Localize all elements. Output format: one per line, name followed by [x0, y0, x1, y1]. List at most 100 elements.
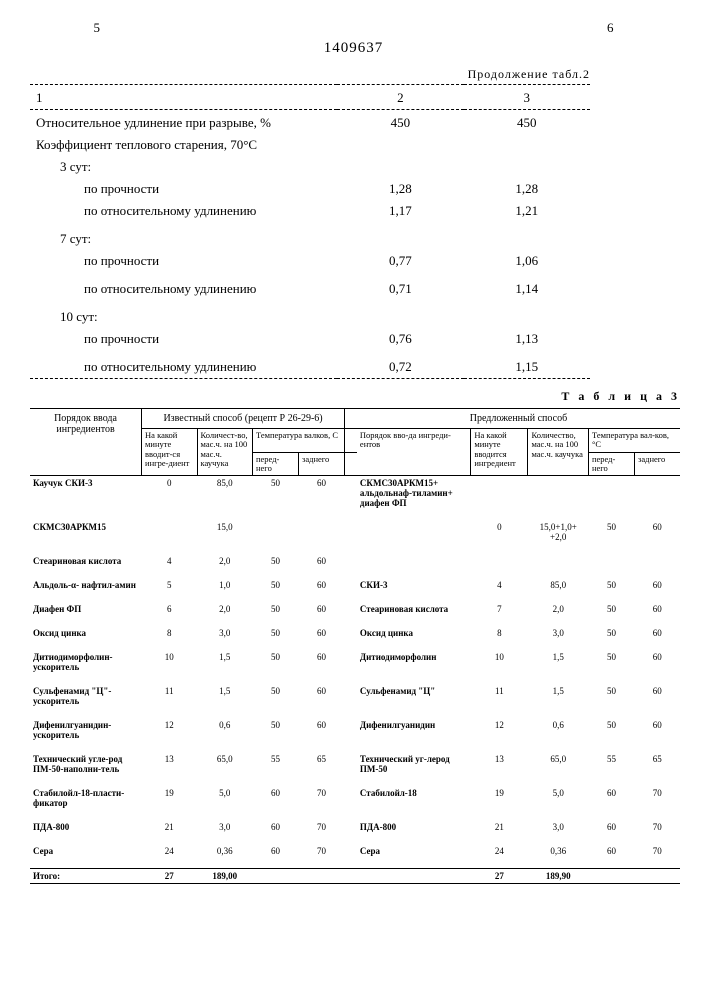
t3-l-minute: [142, 520, 197, 544]
table2-val2: 0,77: [337, 250, 463, 272]
t3-r-minute: 11: [471, 684, 528, 708]
t3-l-minute: 0: [142, 476, 197, 510]
t3-r-t2: 60: [634, 602, 680, 616]
t3-l-amount: 5,0: [197, 786, 252, 810]
table3-row: ПДА-800213,06070ПДА-800213,06070: [30, 820, 680, 834]
table3-row: Технический угле-род ПМ-50-наполни-тель1…: [30, 752, 680, 776]
t3-l-minute: 21: [142, 820, 197, 834]
t3-l-minute: 8: [142, 626, 197, 640]
t3-l-t2: 60: [299, 602, 345, 616]
t3-r-t1: 60: [588, 820, 634, 834]
table2-val2: 0,71: [337, 278, 463, 300]
table3-row: Стабилойл-18-пласти-фикатор195,06070Стаб…: [30, 786, 680, 810]
table2-val3: 1,28: [464, 178, 590, 200]
t3-total-label: Итого:: [30, 869, 142, 884]
t3-l-minute: 19: [142, 786, 197, 810]
t3-l-ingredient: Оксид цинка: [30, 626, 142, 640]
t3-r-minute: 13: [471, 752, 528, 776]
right-page-num: 6: [607, 20, 614, 36]
t3-l-ingredient: Каучук СКИ-3: [30, 476, 142, 510]
t3-l-temp: Температура валков, С: [252, 429, 344, 453]
table2-val3: [464, 228, 590, 250]
table2-val2: [337, 134, 463, 156]
t3-r-t2: 65: [634, 752, 680, 776]
t3-l-t1: 60: [252, 844, 298, 858]
table2-label: Относительное удлинение при разрыве, %: [30, 112, 337, 134]
t3-l-minute: 6: [142, 602, 197, 616]
table2-val3: 1,14: [464, 278, 590, 300]
t3-l-front: перед-него: [252, 452, 298, 476]
t3-r-t1: 55: [588, 752, 634, 776]
table2-row: по относительному удлинению1,171,21: [30, 200, 590, 222]
t3-r-minute: На какой минуте вводится ингредиент: [471, 429, 528, 476]
t3-l-t2: [299, 520, 345, 544]
t3-r-t2: 60: [634, 520, 680, 544]
t3-r-ingredient: СКИ-3: [357, 578, 471, 592]
table2-val3: 450: [464, 112, 590, 134]
t3-r-t1: 50: [588, 602, 634, 616]
t3-r-amount: 85,0: [528, 578, 589, 592]
t3-l-ingredient: ПДА-800: [30, 820, 142, 834]
t3-l-minute: На какой минуте вводит-ся ингре-диент: [142, 429, 197, 476]
table2-label: 3 сут:: [30, 156, 337, 178]
table3-title: Т а б л и ц а 3: [30, 389, 680, 404]
t3-l-amount: 65,0: [197, 752, 252, 776]
table2-val2: [337, 156, 463, 178]
table2-row: по прочности0,771,06: [30, 250, 590, 272]
t3-r-minute: 8: [471, 626, 528, 640]
table3-row: Сульфенамид "Ц"-ускоритель111,55060Сульф…: [30, 684, 680, 708]
t3-r-minute: 10: [471, 650, 528, 674]
table2-label: по прочности: [30, 328, 337, 350]
table2-val2: 1,17: [337, 200, 463, 222]
table2-label: по прочности: [30, 178, 337, 200]
t3-r-amount: Количество, мас.ч. на 100 мас.ч. каучука: [528, 429, 589, 476]
t3-r-t1: 50: [588, 626, 634, 640]
t3-r-front: перед-него: [588, 452, 634, 476]
table2-val3: 1,13: [464, 328, 590, 350]
t3-r-amount: [528, 476, 589, 510]
t3-r-minute: 4: [471, 578, 528, 592]
t3-r-t1: 60: [588, 786, 634, 810]
t3-r-amount: 65,0: [528, 752, 589, 776]
t3-total-lmin: 27: [142, 869, 197, 884]
t3-l-t2: 60: [299, 650, 345, 674]
t3-l-t2: 70: [299, 786, 345, 810]
t3-l-amount: Количест-во, мас.ч. на 100 мас.ч. каучук…: [197, 429, 252, 476]
t3-r-ingredient: [357, 520, 471, 544]
t3-r-minute: 19: [471, 786, 528, 810]
t3-l-t1: 50: [252, 684, 298, 708]
t3-total-ramt: 189,90: [528, 869, 589, 884]
table3-row: Каучук СКИ-3085,05060СКМС30АРКМ15+ альдо…: [30, 476, 680, 510]
table3-row: Стеариновая кислота42,05060: [30, 554, 680, 568]
table2-header-row: 1 2 3: [30, 87, 590, 110]
table2-row: 7 сут:: [30, 228, 590, 250]
t3-l-t2: 60: [299, 718, 345, 742]
table2-label: 7 сут:: [30, 228, 337, 250]
t3-l-t1: 50: [252, 718, 298, 742]
t3-r-ingredient: Дифенилгуанидин: [357, 718, 471, 742]
table2-col2: 2: [337, 87, 463, 110]
t3-r-t2: 60: [634, 626, 680, 640]
table2-val2: [337, 306, 463, 328]
t3-group-left: Известный способ (рецепт Р 26-29-6): [142, 409, 345, 429]
table2-label: Коэффициент теплового старения, 70°С: [30, 134, 337, 156]
table2-row: Коэффициент теплового старения, 70°С: [30, 134, 590, 156]
t3-r-amount: 2,0: [528, 602, 589, 616]
table2-label: по относительному удлинению: [30, 278, 337, 300]
table2-val3: 1,15: [464, 356, 590, 379]
table2-label: по относительному удлинению: [30, 200, 337, 222]
t3-l-amount: 1,5: [197, 650, 252, 674]
table3-row: Сера240,366070Сера240,366070: [30, 844, 680, 858]
t3-r-temp: Температура вал-ков, °С: [588, 429, 680, 453]
t3-r-ingredient: Сульфенамид "Ц": [357, 684, 471, 708]
left-page-num: 5: [94, 20, 101, 36]
t3-r-t2: [634, 554, 680, 568]
t3-r-minute: 7: [471, 602, 528, 616]
t3-l-minute: 5: [142, 578, 197, 592]
t3-r-ingredient: Оксид цинка: [357, 626, 471, 640]
t3-l-t2: 65: [299, 752, 345, 776]
t3-l-ingredient: СКМС30АРКМ15: [30, 520, 142, 544]
table3-total-row: Итого: 27 189,00 27 189,90: [30, 869, 680, 884]
table2-val3: 1,21: [464, 200, 590, 222]
table2-row: 3 сут:: [30, 156, 590, 178]
